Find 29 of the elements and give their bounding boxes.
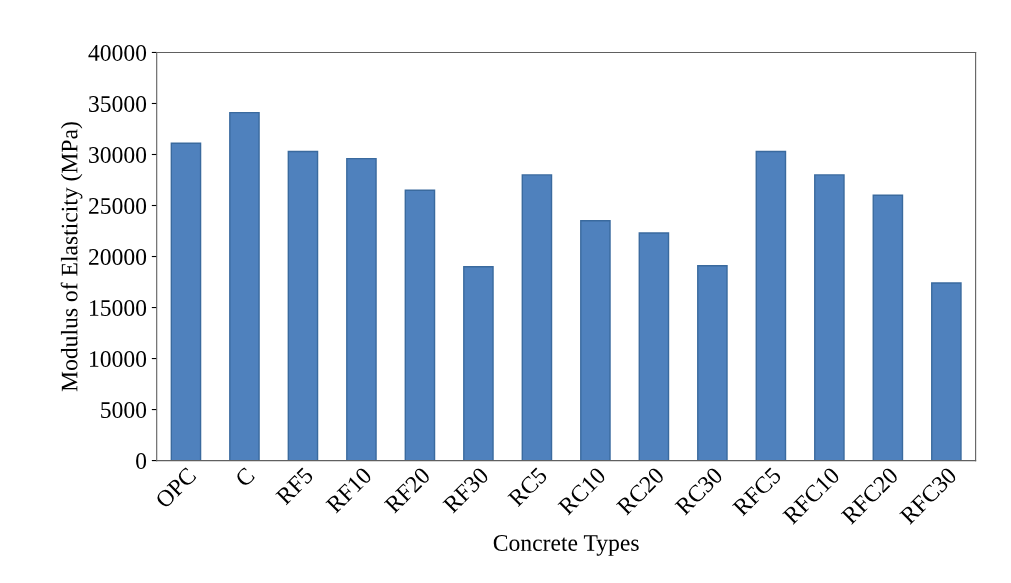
bar bbox=[521, 174, 553, 461]
bar bbox=[404, 189, 436, 461]
x-tick-label: RC5 bbox=[507, 466, 549, 508]
x-axis-title: Concrete Types bbox=[493, 535, 639, 556]
y-tick-label: 25000 bbox=[88, 198, 147, 214]
bar bbox=[697, 265, 728, 461]
y-axis-title: Modulus of Elasticity (MPa) bbox=[60, 122, 83, 392]
bar bbox=[170, 142, 202, 461]
bar bbox=[229, 111, 260, 461]
x-tick-label: C bbox=[234, 466, 256, 488]
y-tick-label: 10000 bbox=[90, 351, 147, 367]
bar bbox=[287, 150, 319, 461]
bar bbox=[931, 282, 962, 461]
y-tick-label: 35000 bbox=[89, 95, 147, 112]
bar bbox=[463, 266, 494, 461]
bar bbox=[872, 194, 904, 461]
bar bbox=[346, 157, 377, 461]
y-tick-label: 15000 bbox=[90, 300, 147, 316]
y-tick-label: 40000 bbox=[88, 44, 147, 61]
x-tick-label: RF5 bbox=[275, 466, 315, 506]
y-tick-label: 20000 bbox=[88, 249, 147, 265]
y-tick-label: 0 bbox=[136, 453, 147, 469]
x-tick-label: OPC bbox=[154, 466, 197, 509]
y-tick-label: 30000 bbox=[89, 146, 147, 163]
y-tick-label: 5000 bbox=[101, 402, 147, 418]
bar bbox=[814, 174, 845, 461]
bar bbox=[580, 220, 611, 461]
bar bbox=[638, 232, 670, 461]
bar bbox=[755, 150, 787, 461]
